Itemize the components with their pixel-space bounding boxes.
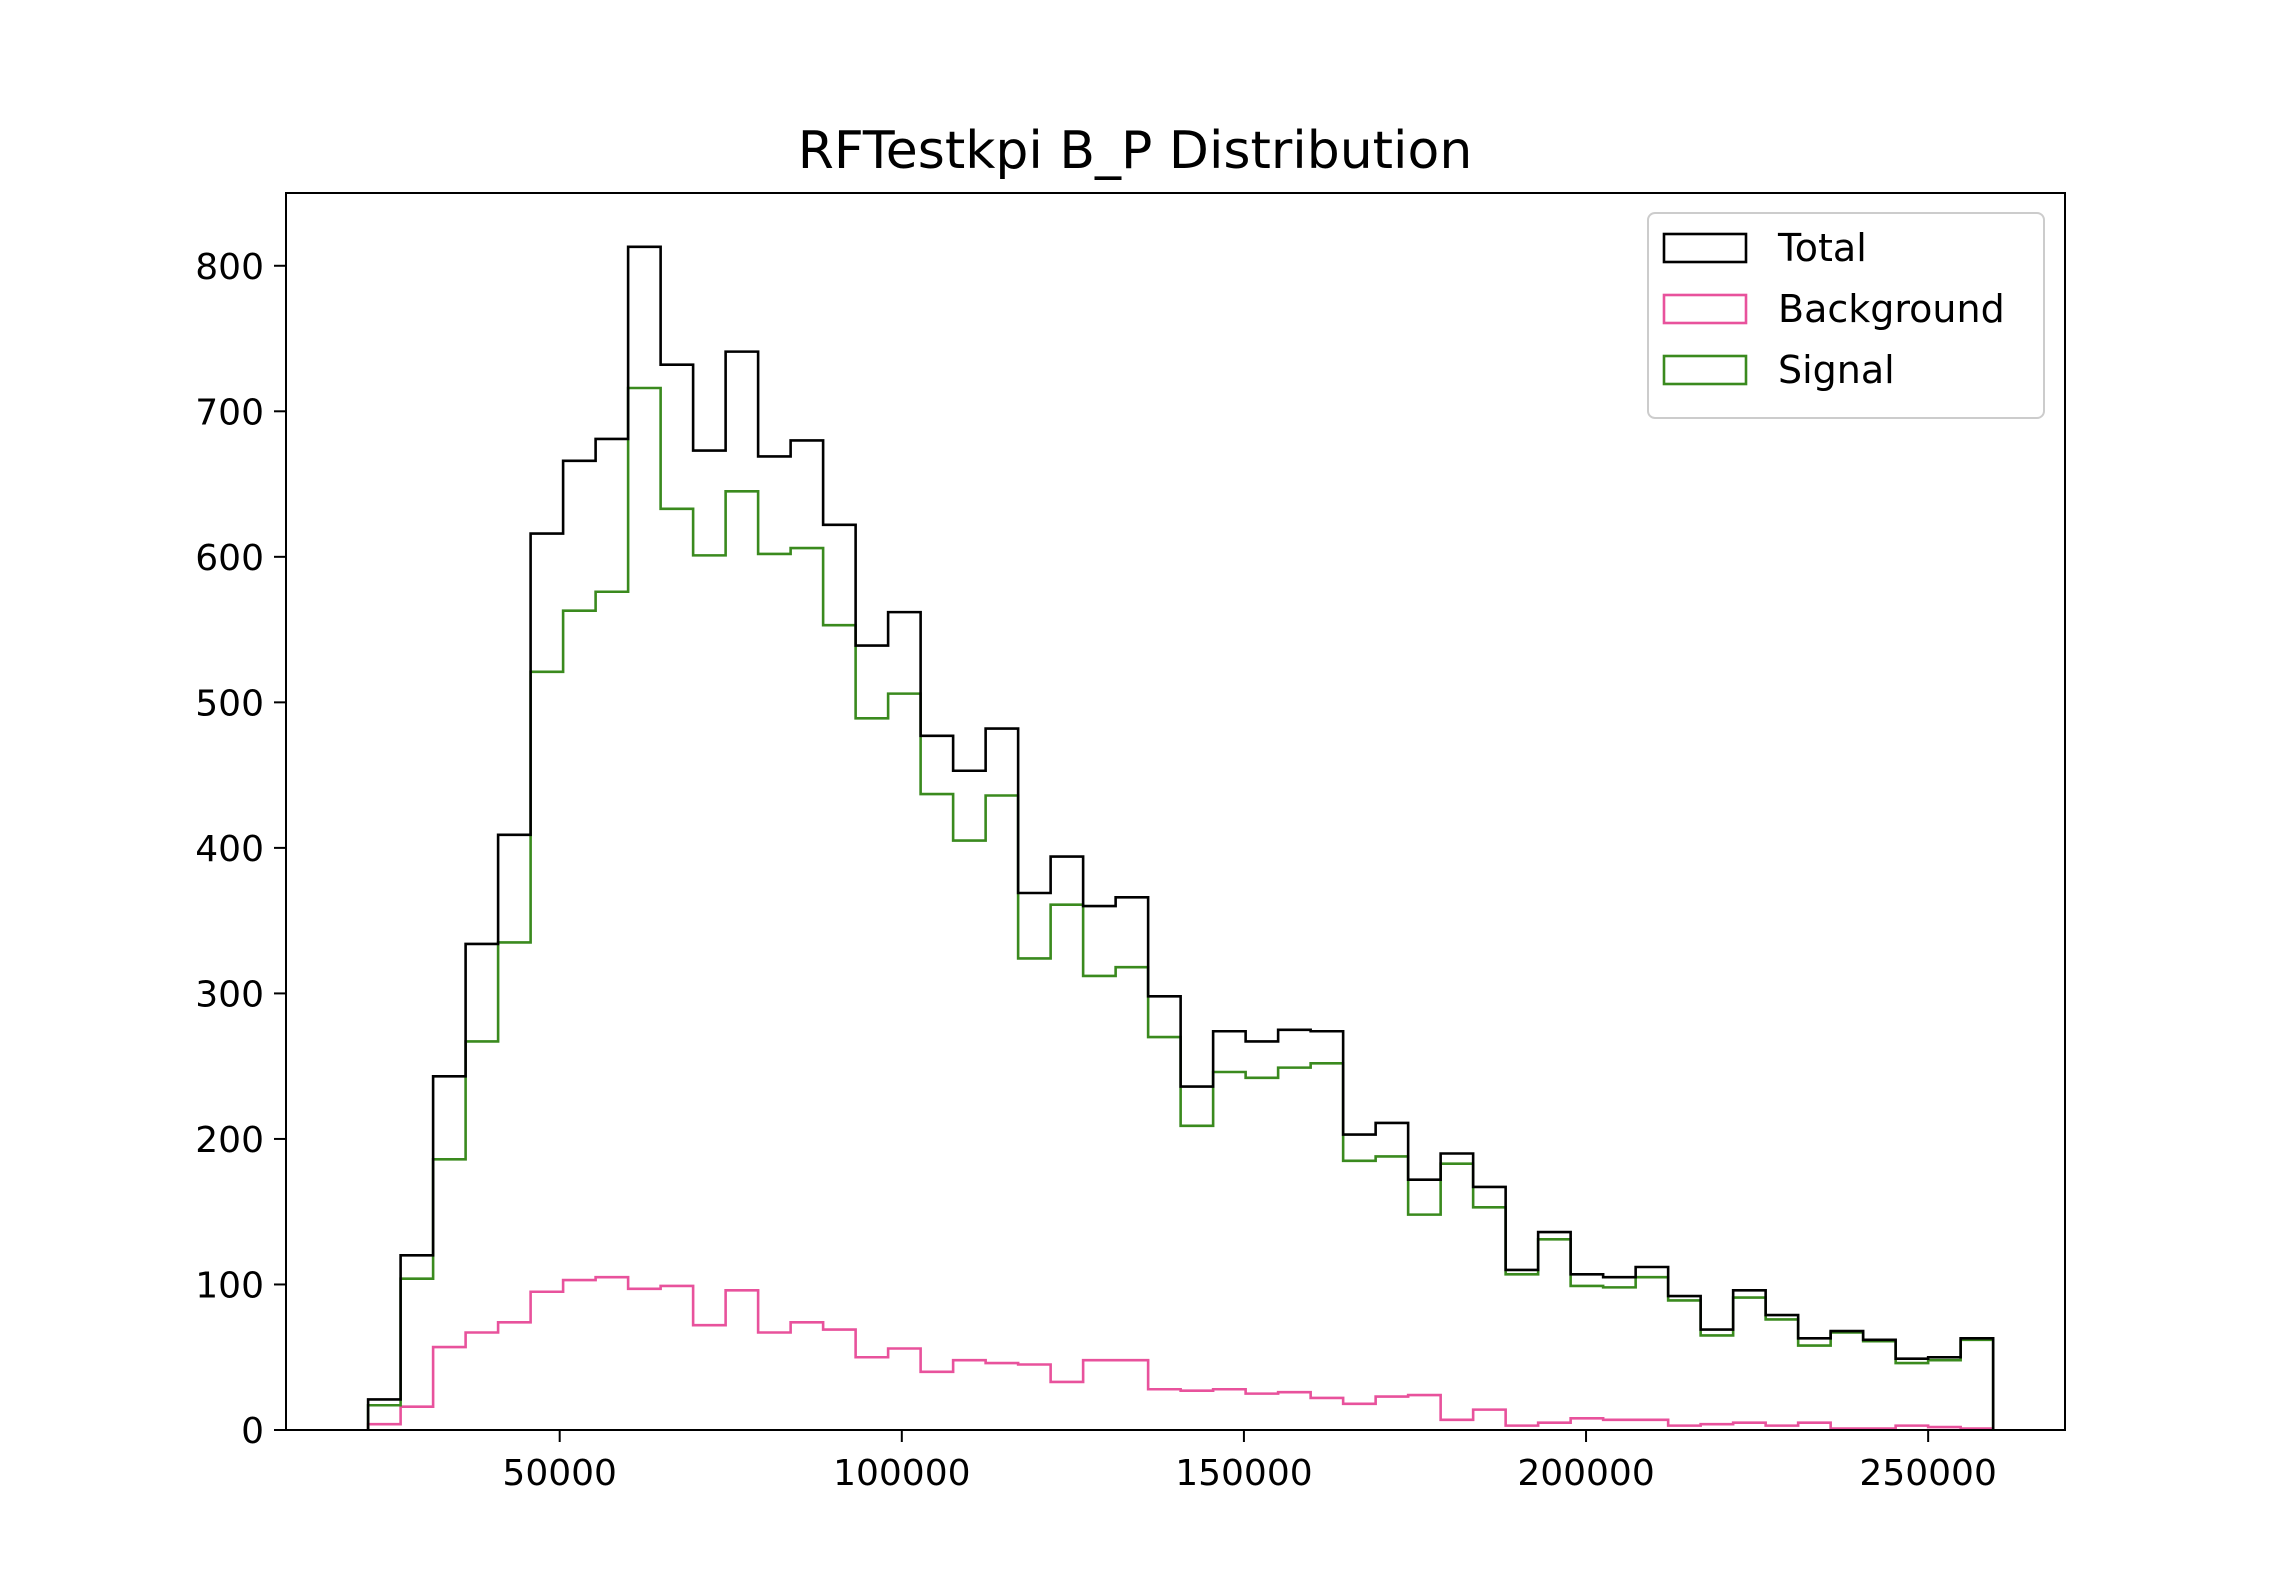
histogram-step-background <box>366 1275 1995 1430</box>
bin-total-20 <box>1018 893 1051 1430</box>
bin-total-47 <box>1896 1359 1929 1430</box>
bin-total-17 <box>921 736 954 1430</box>
plot-frame <box>285 192 2066 1431</box>
bin-total-31 <box>1376 1123 1409 1430</box>
bin-total-32 <box>1408 1180 1441 1430</box>
y-axis: 0 100 200 300 400 500 600 700 800 <box>195 247 286 1452</box>
bin-total-46 <box>1863 1340 1896 1430</box>
bin-total-36 <box>1538 1232 1571 1430</box>
bin-total-24 <box>1148 996 1181 1430</box>
bin-total-38 <box>1603 1277 1636 1430</box>
bin-total-49 <box>1961 1338 1994 1430</box>
bin-total-43 <box>1766 1315 1799 1430</box>
legend-swatch-background <box>1662 293 1748 325</box>
bin-total-4 <box>498 835 531 1430</box>
bin-total-25 <box>1181 1087 1214 1430</box>
bin-total-11 <box>726 352 759 1430</box>
bin-total-35 <box>1506 1270 1539 1430</box>
legend-label-background: Background <box>1778 287 2005 331</box>
x-tick-label: 150000 <box>1175 1453 1312 1494</box>
bin-total-8 <box>628 247 661 1430</box>
x-axis: 50000 100000 150000 200000 250000 <box>502 1430 1997 1494</box>
bin-total-29 <box>1311 1031 1344 1430</box>
bin-total-27 <box>1246 1041 1279 1430</box>
x-tick-label: 100000 <box>833 1453 970 1494</box>
y-tick-label: 800 <box>195 247 264 288</box>
bin-total-21 <box>1051 857 1084 1430</box>
bin-total-3 <box>466 944 499 1430</box>
bin-total-7 <box>596 439 629 1430</box>
bin-total-1 <box>401 1255 434 1430</box>
bin-total-30 <box>1343 1135 1376 1430</box>
bin-total-34 <box>1473 1187 1506 1430</box>
bin-total-2 <box>433 1076 466 1430</box>
y-tick-label: 400 <box>195 829 264 870</box>
bin-total-44 <box>1798 1338 1831 1430</box>
y-tick-label: 500 <box>195 683 264 724</box>
bin-total-48 <box>1928 1357 1961 1430</box>
series-background <box>366 1275 1995 1430</box>
legend-swatch-total <box>1662 232 1748 264</box>
bin-total-22 <box>1083 906 1116 1430</box>
bin-total-39 <box>1636 1267 1669 1430</box>
legend-label-total: Total <box>1777 226 1867 270</box>
y-tick-label: 700 <box>195 392 264 433</box>
bin-total-19 <box>986 729 1019 1430</box>
y-tick-label: 300 <box>195 974 264 1015</box>
y-tick-label: 100 <box>195 1265 264 1306</box>
legend: Total Background Signal <box>1647 212 2045 419</box>
series-total <box>366 245 1995 1430</box>
bin-total-26 <box>1213 1031 1246 1430</box>
bin-total-13 <box>791 440 824 1430</box>
x-tick-label: 200000 <box>1517 1453 1654 1494</box>
legend-swatch-signal <box>1662 354 1748 386</box>
bin-total-37 <box>1571 1274 1604 1430</box>
chart-title: RFTestkpi B_P Distribution <box>798 121 1473 181</box>
bin-total-18 <box>953 771 986 1430</box>
bin-total-0 <box>368 1399 401 1430</box>
bin-total-6 <box>563 461 596 1430</box>
y-tick-label: 600 <box>195 538 264 579</box>
bin-total-42 <box>1733 1290 1766 1430</box>
bin-total-10 <box>693 451 726 1430</box>
bin-total-5 <box>531 534 564 1430</box>
bin-total-12 <box>758 456 791 1430</box>
x-tick-label: 250000 <box>1859 1453 1996 1494</box>
bin-total-45 <box>1831 1331 1864 1430</box>
bin-total-28 <box>1278 1030 1311 1430</box>
bin-total-23 <box>1116 897 1149 1430</box>
y-tick-label: 200 <box>195 1120 264 1161</box>
histogram-step-total <box>366 245 1995 1430</box>
bin-total-15 <box>856 646 889 1430</box>
y-tick-label: 0 <box>241 1411 264 1452</box>
histogram-series-layer <box>366 245 1995 1430</box>
bin-total-9 <box>661 365 694 1430</box>
bin-total-16 <box>888 612 921 1430</box>
bin-total-14 <box>823 525 856 1430</box>
bin-total-33 <box>1441 1153 1474 1430</box>
legend-label-signal: Signal <box>1778 348 1895 392</box>
bin-total-41 <box>1701 1330 1734 1430</box>
x-tick-label: 50000 <box>502 1453 617 1494</box>
bin-total-40 <box>1668 1296 1701 1430</box>
